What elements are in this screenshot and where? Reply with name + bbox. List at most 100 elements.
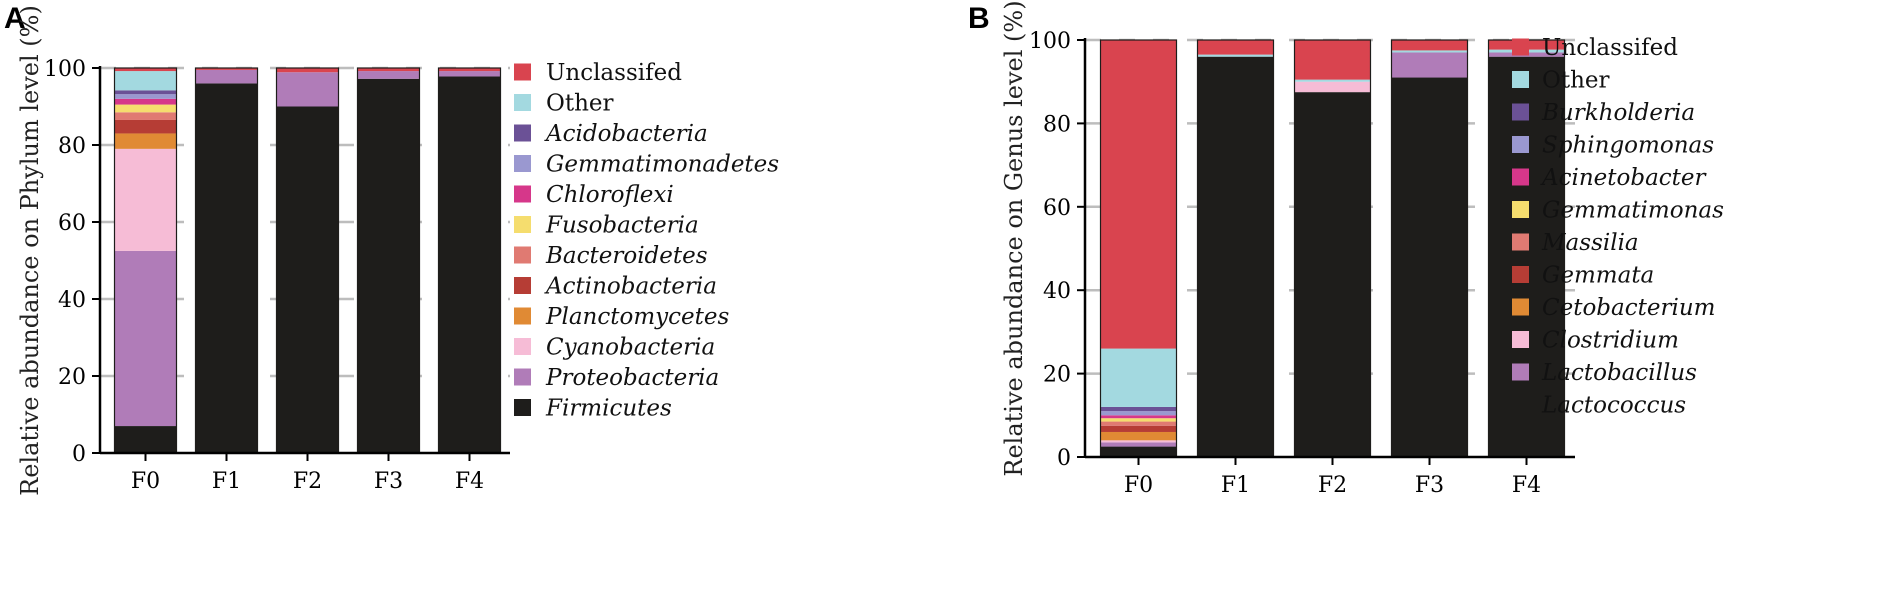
legend-label: Burkholderia [1541,100,1695,126]
x-tick-label: F0 [1124,473,1153,498]
legend-label: Gemmatimonas [1542,198,1724,224]
legend-swatch [1512,71,1529,88]
y-tick-label: 100 [44,57,86,82]
bar-segment [1100,348,1177,407]
legend-swatch [514,185,531,203]
bar-segment [114,250,177,427]
bar-segment [1488,56,1565,458]
legend-label: Fusobacteria [545,213,699,239]
x-tick-label: F1 [212,469,241,494]
bar-segment [276,106,339,453]
bar-segment [1100,446,1177,457]
bar-segment [1100,415,1177,419]
bar-segment [276,68,339,73]
bar-segment [438,71,501,77]
bar-segment [1294,81,1371,93]
legend-swatch [1512,201,1529,218]
legend-label: Cyanobacteria [546,335,715,361]
legend-label: Other [546,91,614,117]
x-tick-label: F2 [293,469,322,494]
bar-segment [1197,56,1274,458]
legend-label: Actinobacteria [544,274,717,300]
legend-swatch [514,155,531,172]
y-tick-label: 20 [58,365,86,390]
bar-segment [1197,54,1274,57]
legend-swatch [514,368,531,386]
y-axis-label: Relative abundance on Phylum level (%) [16,5,44,496]
legend-swatch [1512,363,1529,381]
x-tick-label: F1 [1221,473,1250,498]
legend-label: Clostridium [1542,328,1679,354]
bar-segment [1391,52,1468,78]
bar-segment [1391,77,1468,457]
legend-swatch [514,124,531,142]
x-tick-label: F4 [1512,473,1541,498]
legend-label: Unclassifed [546,60,682,86]
x-tick-label: F4 [455,469,484,494]
bar-segment [114,112,177,120]
bar-segment [357,68,420,72]
legend-label: Firmicutes [545,396,672,422]
legend-swatch [514,216,531,233]
bar-segment [114,148,177,251]
bar-segment [1294,92,1371,457]
legend-label: Sphingomonas [1542,133,1714,159]
bar-segment [1391,50,1468,53]
bar-segment [1100,418,1177,422]
bar-segment [1100,40,1177,349]
legend-swatch [514,307,531,325]
legend-swatch [1512,266,1529,283]
legend-label: Other [1542,68,1610,94]
y-axis-label: Relative abundance on Genus level (%) [1000,0,1028,476]
legend-label: Massilia [1541,230,1639,256]
bar-segment [195,83,258,454]
y-tick-label: 60 [58,211,86,236]
legend: Unclassifed Other Burkholderia Sphingomonas… [1512,35,1724,419]
bar-segment [1197,40,1274,55]
bar-segment [1294,79,1371,82]
legend-swatch [514,246,531,264]
y-tick-label: 60 [1043,196,1071,221]
legend-swatch [1512,168,1529,186]
legend-swatch [514,277,531,294]
bar-segment [114,426,177,453]
legend-label: Proteobacteria [545,365,719,391]
legend-swatch [514,338,531,355]
bar-segment [114,98,177,105]
legend-label: Planctomycetes [545,304,729,330]
legend-label: Gemmatimonadetes [546,152,779,178]
legend-label: Acinetobacter [1540,165,1708,191]
legend-swatch [1512,136,1529,153]
bar-segment [114,94,177,99]
bar-segment [357,71,420,79]
legend-label: Gemmata [1542,263,1654,289]
legend-swatch [1512,298,1529,316]
y-tick-label: 100 [1029,29,1071,54]
x-tick-label: F2 [1318,473,1347,498]
bar-segment [114,104,177,113]
legend-swatch [1512,233,1529,251]
legend-swatch [1512,38,1529,56]
bar-segment [114,119,177,134]
legend-label: Unclassifed [1542,35,1678,61]
legend-swatch [1512,396,1529,413]
bar-segment [276,72,339,107]
legend-swatch [1512,103,1529,121]
bar-segment [195,69,258,84]
y-tick-label: 40 [58,288,86,313]
bar-segment [1100,431,1177,441]
panel-letter: A [4,2,26,35]
legend-label: Cetobacterium [1542,295,1715,321]
legend-label: Lactobacillus [1541,360,1697,386]
legend-label: Chloroflexi [546,182,674,208]
legend-swatch [514,63,531,81]
bar-segment [114,90,177,95]
bar-segment [1100,442,1177,447]
legend-label: Bacteroidetes [545,243,708,269]
bar-segment [1100,440,1177,443]
bar-segment [1100,425,1177,432]
y-tick-label: 20 [1043,363,1071,388]
x-tick-label: F3 [374,469,403,494]
legend-swatch [514,94,531,111]
